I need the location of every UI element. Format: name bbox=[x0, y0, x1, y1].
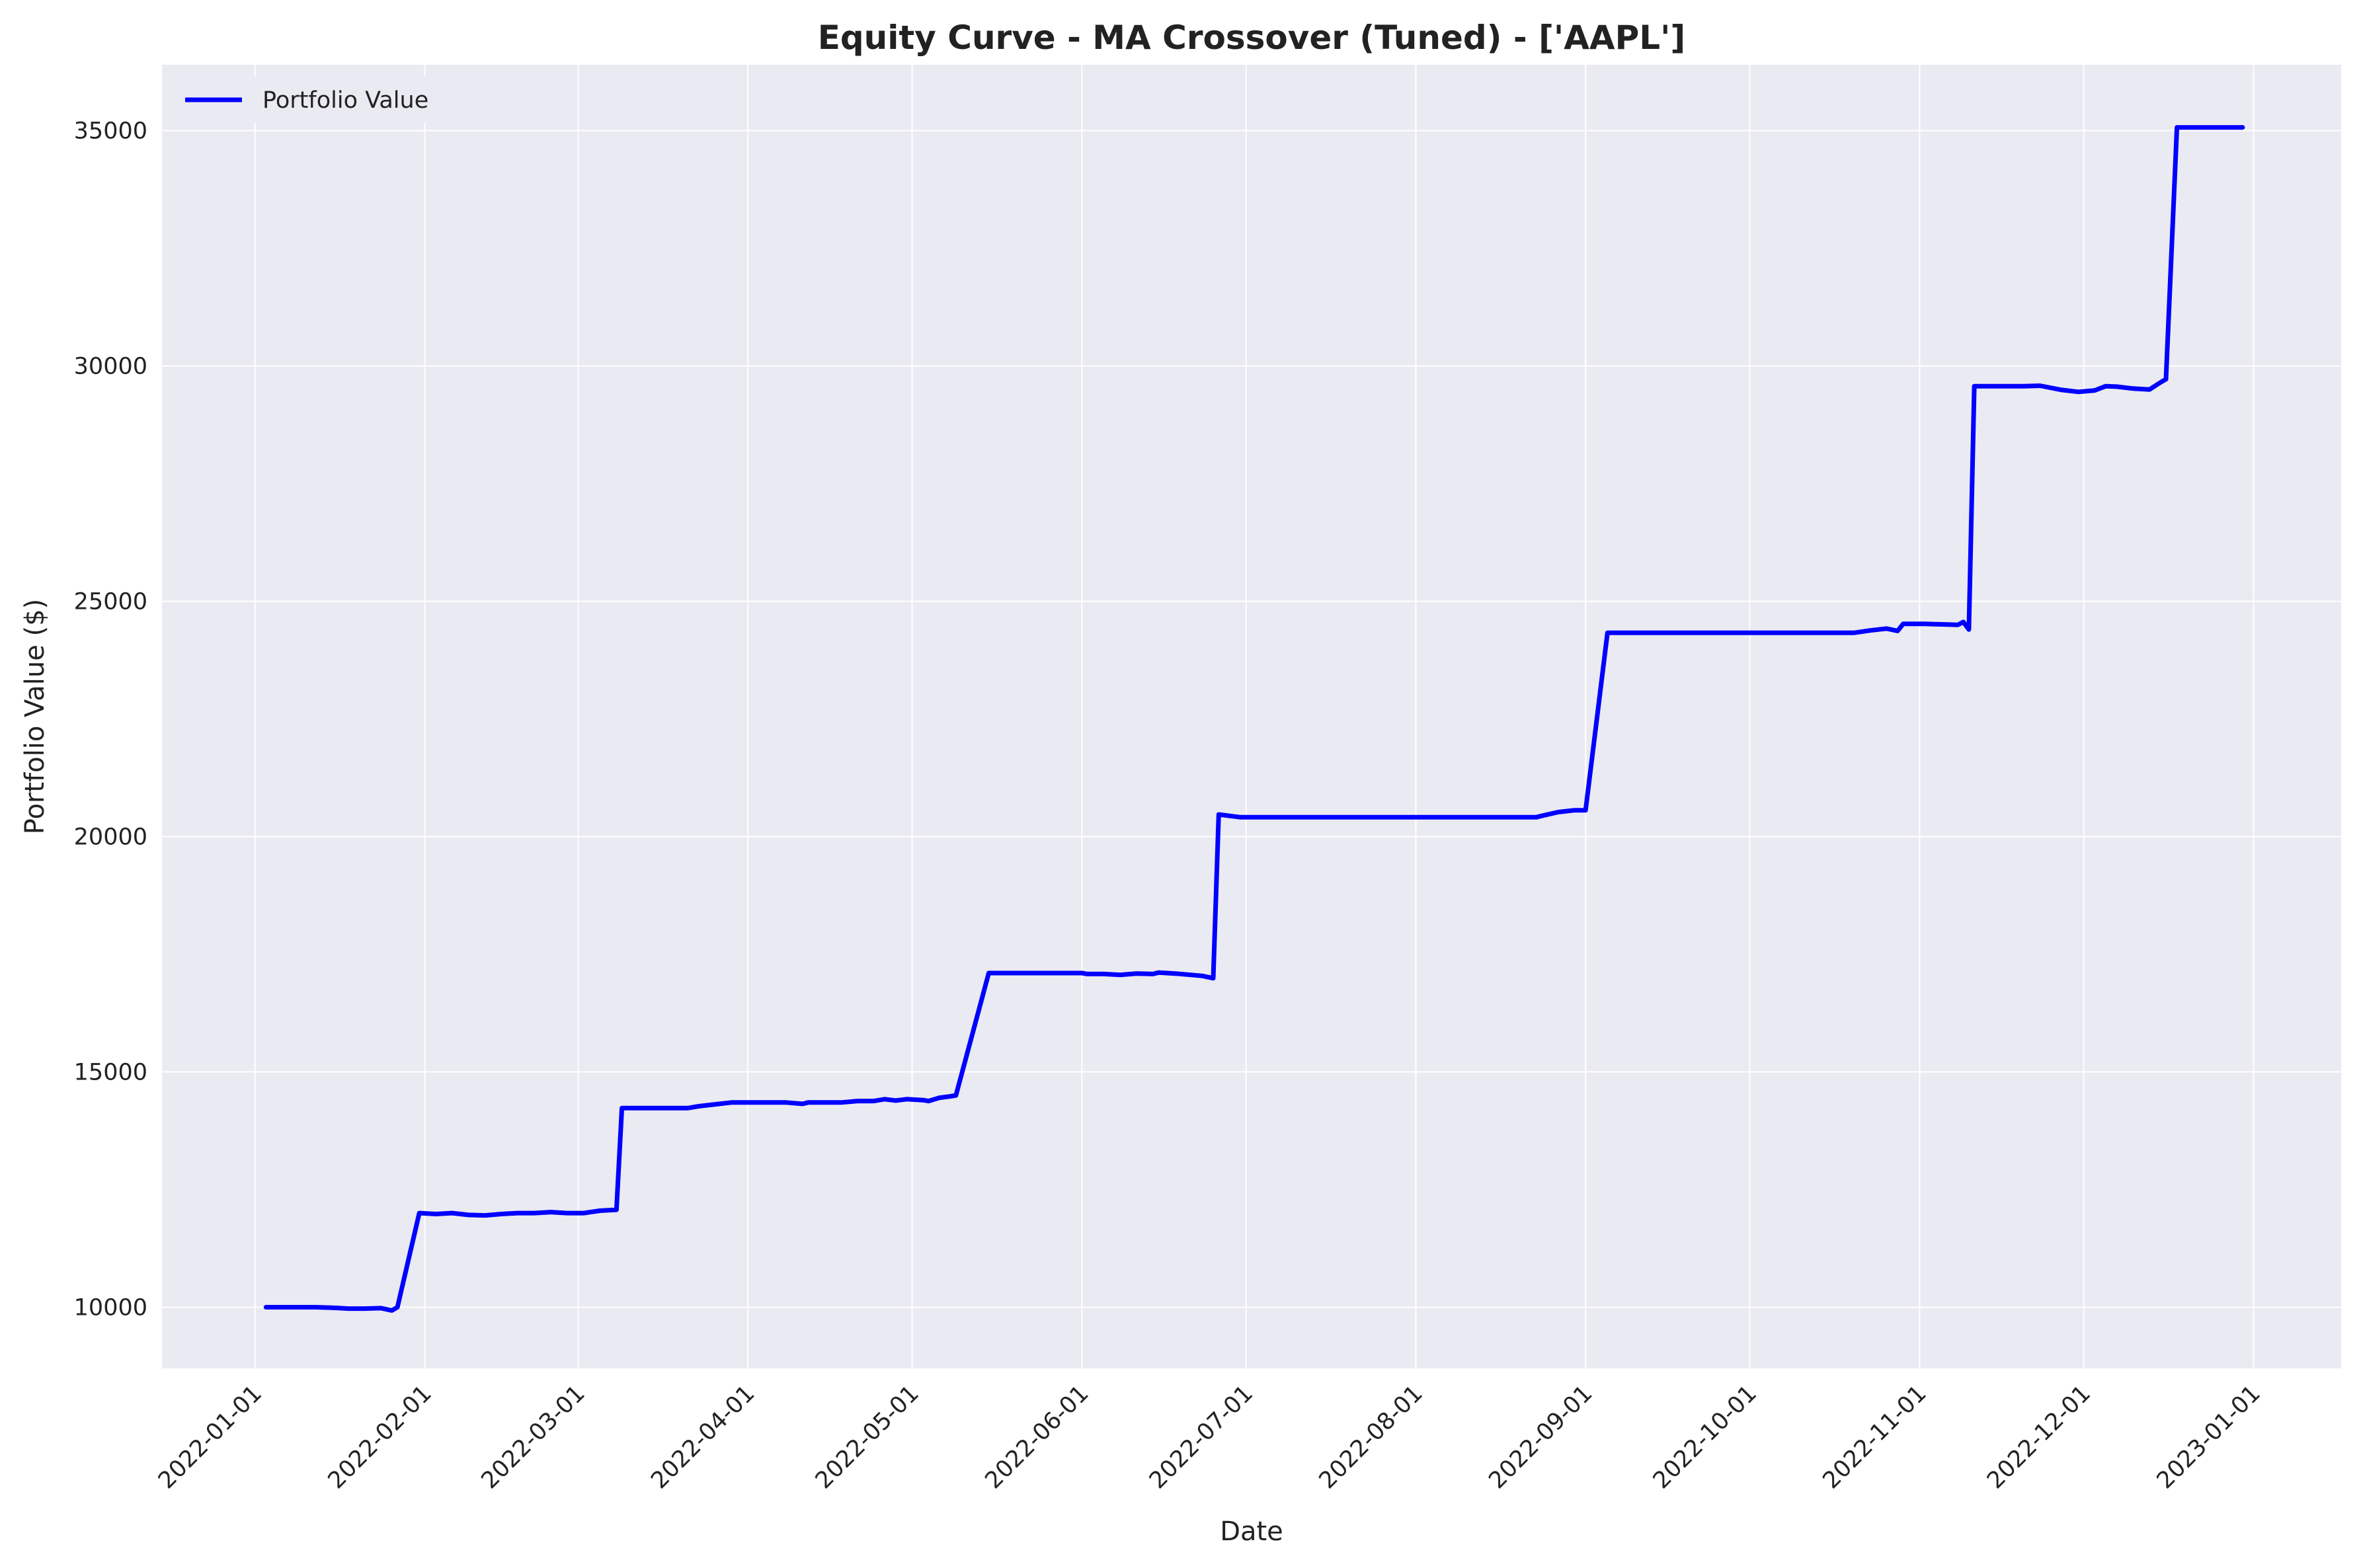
y-tick-label: 15000 bbox=[74, 1059, 147, 1085]
plot-area bbox=[162, 65, 2341, 1368]
legend: Portfolio Value bbox=[173, 77, 458, 123]
y-tick-label: 35000 bbox=[74, 118, 147, 145]
grid-lines bbox=[162, 65, 2341, 1368]
y-axis-ticks: 10000 15000 20000 25000 30000 35000 bbox=[74, 118, 147, 1321]
y-axis-label: Portfolio Value ($) bbox=[20, 599, 50, 834]
y-tick-label: 20000 bbox=[74, 824, 147, 851]
legend-box bbox=[173, 77, 458, 123]
legend-label: Portfolio Value bbox=[262, 87, 428, 114]
y-tick-label: 30000 bbox=[74, 354, 147, 380]
portfolio-value-line bbox=[263, 125, 2245, 1313]
series-layer bbox=[263, 125, 2245, 1313]
y-tick-label: 25000 bbox=[74, 589, 147, 615]
x-axis-label: Date bbox=[1220, 1516, 1283, 1547]
y-tick-label: 10000 bbox=[74, 1294, 147, 1321]
chart-title: Equity Curve - MA Crossover (Tuned) - ['… bbox=[818, 19, 1686, 57]
